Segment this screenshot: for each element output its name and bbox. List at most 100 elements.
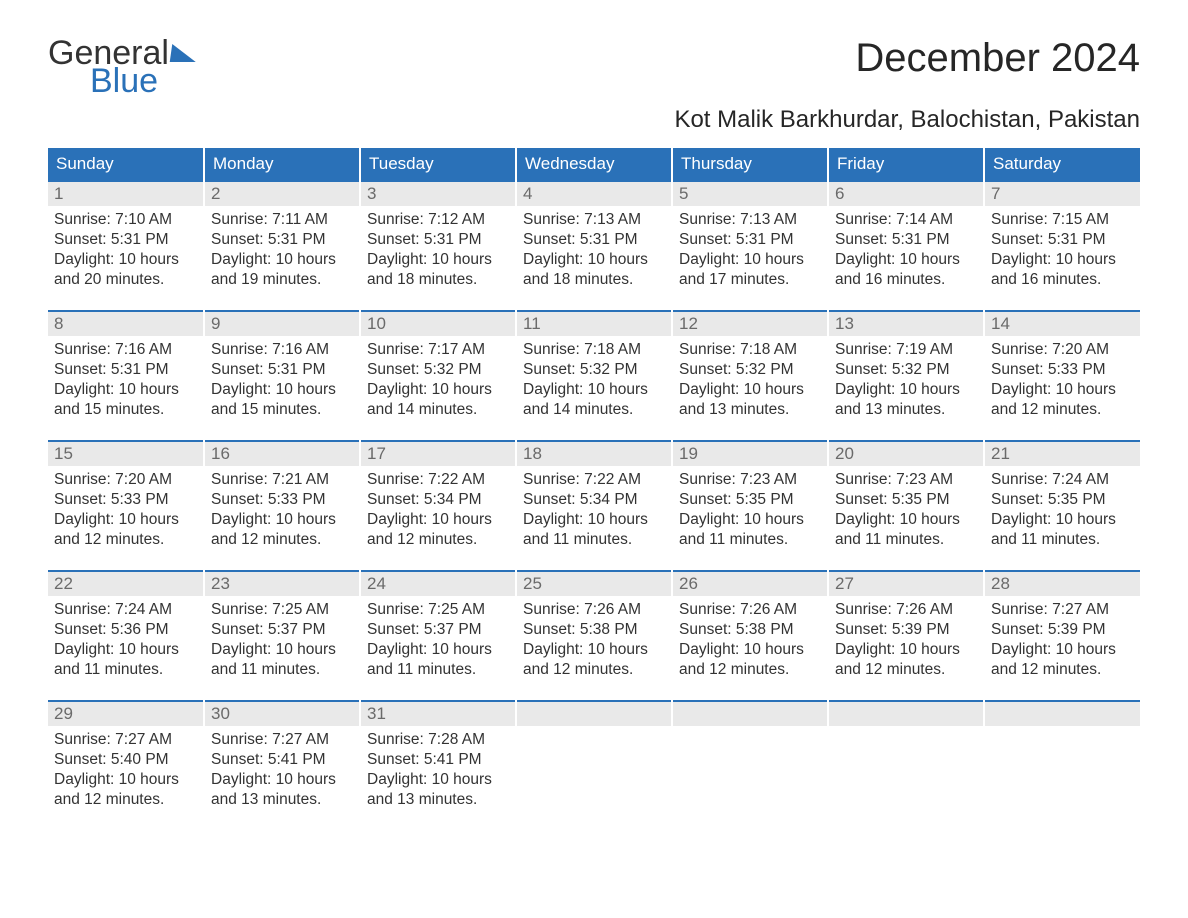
day-dl2: and 12 minutes. [367,530,509,550]
day-dl1: Daylight: 10 hours [367,250,509,270]
day-sunrise: Sunrise: 7:13 AM [523,210,665,230]
calendar-day-cell: 22Sunrise: 7:24 AMSunset: 5:36 PMDayligh… [48,571,204,701]
day-sunrise: Sunrise: 7:23 AM [679,470,821,490]
day-body: Sunrise: 7:13 AMSunset: 5:31 PMDaylight:… [517,206,671,295]
calendar-day-cell: 1Sunrise: 7:10 AMSunset: 5:31 PMDaylight… [48,181,204,311]
day-sunset: Sunset: 5:33 PM [54,490,197,510]
calendar-day-cell: 20Sunrise: 7:23 AMSunset: 5:35 PMDayligh… [828,441,984,571]
day-dl2: and 17 minutes. [679,270,821,290]
day-sunrise: Sunrise: 7:25 AM [211,600,353,620]
day-dl1: Daylight: 10 hours [54,510,197,530]
day-sunrise: Sunrise: 7:26 AM [835,600,977,620]
day-number: 9 [205,312,359,336]
day-dl2: and 15 minutes. [54,400,197,420]
day-body [985,726,1140,806]
day-dl2: and 16 minutes. [991,270,1134,290]
day-dl1: Daylight: 10 hours [835,640,977,660]
day-number: 18 [517,442,671,466]
day-number: 30 [205,702,359,726]
day-number [673,702,827,726]
day-dl1: Daylight: 10 hours [679,380,821,400]
day-dl2: and 12 minutes. [54,530,197,550]
day-sunset: Sunset: 5:32 PM [679,360,821,380]
day-body: Sunrise: 7:26 AMSunset: 5:39 PMDaylight:… [829,596,983,685]
day-sunrise: Sunrise: 7:13 AM [679,210,821,230]
day-dl1: Daylight: 10 hours [523,250,665,270]
day-dl2: and 11 minutes. [679,530,821,550]
day-number: 10 [361,312,515,336]
calendar-day-cell: 29Sunrise: 7:27 AMSunset: 5:40 PMDayligh… [48,701,204,831]
day-sunrise: Sunrise: 7:20 AM [54,470,197,490]
day-dl1: Daylight: 10 hours [991,510,1134,530]
day-sunset: Sunset: 5:38 PM [679,620,821,640]
day-sunset: Sunset: 5:32 PM [367,360,509,380]
day-body: Sunrise: 7:18 AMSunset: 5:32 PMDaylight:… [673,336,827,425]
day-dl2: and 11 minutes. [835,530,977,550]
day-body: Sunrise: 7:24 AMSunset: 5:36 PMDaylight:… [48,596,203,685]
day-sunrise: Sunrise: 7:14 AM [835,210,977,230]
day-dl2: and 12 minutes. [991,400,1134,420]
weekday-header: Sunday [48,148,204,181]
calendar-day-cell: 12Sunrise: 7:18 AMSunset: 5:32 PMDayligh… [672,311,828,441]
calendar-day-cell: 25Sunrise: 7:26 AMSunset: 5:38 PMDayligh… [516,571,672,701]
day-sunset: Sunset: 5:38 PM [523,620,665,640]
day-sunrise: Sunrise: 7:19 AM [835,340,977,360]
day-body: Sunrise: 7:18 AMSunset: 5:32 PMDaylight:… [517,336,671,425]
day-number: 22 [48,572,203,596]
day-number: 7 [985,182,1140,206]
day-number: 25 [517,572,671,596]
day-sunset: Sunset: 5:31 PM [835,230,977,250]
day-body: Sunrise: 7:26 AMSunset: 5:38 PMDaylight:… [673,596,827,685]
weekday-header: Friday [828,148,984,181]
calendar-day-cell: 14Sunrise: 7:20 AMSunset: 5:33 PMDayligh… [984,311,1140,441]
day-sunrise: Sunrise: 7:28 AM [367,730,509,750]
day-number: 6 [829,182,983,206]
day-number: 31 [361,702,515,726]
day-number: 29 [48,702,203,726]
day-dl1: Daylight: 10 hours [367,770,509,790]
day-dl1: Daylight: 10 hours [835,510,977,530]
day-sunset: Sunset: 5:33 PM [211,490,353,510]
day-dl2: and 12 minutes. [679,660,821,680]
day-number: 8 [48,312,203,336]
day-number: 24 [361,572,515,596]
day-dl1: Daylight: 10 hours [367,640,509,660]
day-body: Sunrise: 7:16 AMSunset: 5:31 PMDaylight:… [205,336,359,425]
calendar-day-cell: 24Sunrise: 7:25 AMSunset: 5:37 PMDayligh… [360,571,516,701]
day-dl1: Daylight: 10 hours [991,250,1134,270]
day-sunrise: Sunrise: 7:17 AM [367,340,509,360]
day-dl1: Daylight: 10 hours [523,640,665,660]
brand-text-2: Blue [90,64,197,98]
calendar-day-cell: 30Sunrise: 7:27 AMSunset: 5:41 PMDayligh… [204,701,360,831]
day-sunrise: Sunrise: 7:22 AM [367,470,509,490]
day-dl1: Daylight: 10 hours [679,640,821,660]
day-dl2: and 15 minutes. [211,400,353,420]
day-number: 17 [361,442,515,466]
day-sunrise: Sunrise: 7:25 AM [367,600,509,620]
calendar-day-cell: 11Sunrise: 7:18 AMSunset: 5:32 PMDayligh… [516,311,672,441]
day-sunset: Sunset: 5:39 PM [835,620,977,640]
calendar-day-cell: 21Sunrise: 7:24 AMSunset: 5:35 PMDayligh… [984,441,1140,571]
day-sunrise: Sunrise: 7:27 AM [54,730,197,750]
day-dl2: and 12 minutes. [835,660,977,680]
calendar-week-row: 8Sunrise: 7:16 AMSunset: 5:31 PMDaylight… [48,311,1140,441]
day-number: 11 [517,312,671,336]
day-dl2: and 13 minutes. [211,790,353,810]
day-body: Sunrise: 7:27 AMSunset: 5:39 PMDaylight:… [985,596,1140,685]
day-number [517,702,671,726]
day-dl2: and 11 minutes. [991,530,1134,550]
day-dl2: and 19 minutes. [211,270,353,290]
day-sunset: Sunset: 5:31 PM [679,230,821,250]
brand-logo: General Blue [48,36,197,98]
day-body: Sunrise: 7:23 AMSunset: 5:35 PMDaylight:… [673,466,827,555]
calendar-day-cell [828,701,984,831]
day-sunset: Sunset: 5:31 PM [367,230,509,250]
day-body: Sunrise: 7:21 AMSunset: 5:33 PMDaylight:… [205,466,359,555]
day-number [829,702,983,726]
calendar-day-cell: 10Sunrise: 7:17 AMSunset: 5:32 PMDayligh… [360,311,516,441]
day-number: 16 [205,442,359,466]
day-number: 15 [48,442,203,466]
day-body [517,726,671,806]
day-sunset: Sunset: 5:40 PM [54,750,197,770]
day-body: Sunrise: 7:12 AMSunset: 5:31 PMDaylight:… [361,206,515,295]
